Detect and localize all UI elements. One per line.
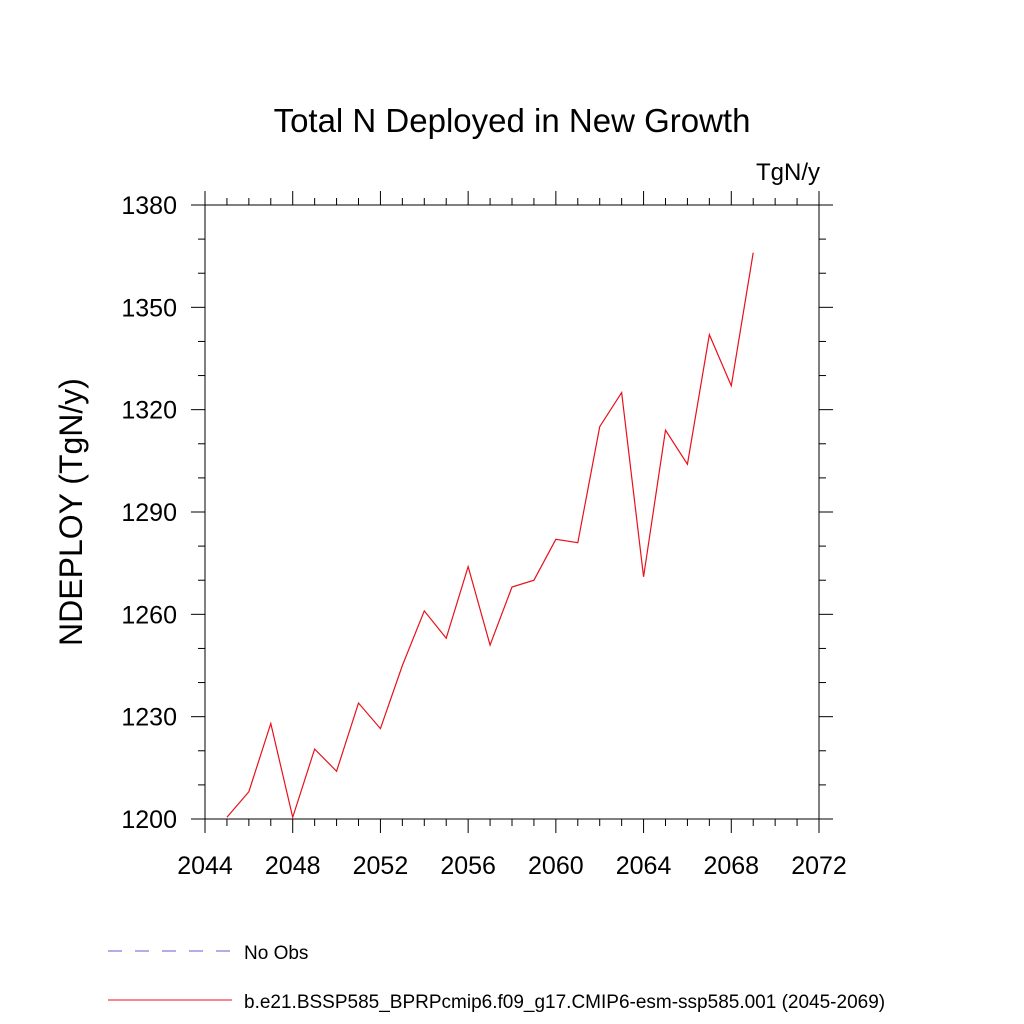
axis-ticks bbox=[191, 191, 833, 833]
plot-frame bbox=[204, 204, 820, 820]
chart-title: Total N Deployed in New Growth bbox=[274, 102, 751, 139]
axis-tick-labels: 2044 2048 2052 2056 2060 2064 2068 2072 1200 1230… bbox=[121, 192, 846, 880]
y-tick-label: 1350 bbox=[121, 294, 177, 322]
x-tick-label: 2064 bbox=[616, 852, 672, 880]
x-tick-label: 2048 bbox=[265, 852, 321, 880]
series-layer bbox=[226, 252, 754, 820]
y-tick-label: 1230 bbox=[121, 704, 177, 732]
units-label: TgN/y bbox=[756, 159, 820, 186]
x-tick-label: 2060 bbox=[528, 852, 584, 880]
y-tick-label: 1200 bbox=[121, 806, 177, 834]
x-tick-label: 2052 bbox=[353, 852, 409, 880]
x-tick-label: 2044 bbox=[177, 852, 233, 880]
y-tick-label: 1320 bbox=[121, 397, 177, 425]
y-tick-label: 1260 bbox=[121, 601, 177, 629]
x-tick-label: 2056 bbox=[440, 852, 496, 880]
y-axis-label: NDEPLOY (TgN/y) bbox=[53, 378, 89, 646]
x-tick-label: 2068 bbox=[703, 852, 759, 880]
legend-label-0: No Obs bbox=[244, 943, 308, 964]
series-line-0 bbox=[226, 252, 754, 820]
y-tick-label: 1380 bbox=[121, 192, 177, 220]
legend-label-1: b.e21.BSSP585_BPRPcmip6.f09_g17.CMIP6-es… bbox=[244, 992, 885, 1013]
y-tick-label: 1290 bbox=[121, 499, 177, 527]
legend: No Obs b.e21.BSSP585_BPRPcmip6.f09_g17.CM… bbox=[108, 943, 885, 1013]
x-tick-label: 2072 bbox=[791, 852, 847, 880]
